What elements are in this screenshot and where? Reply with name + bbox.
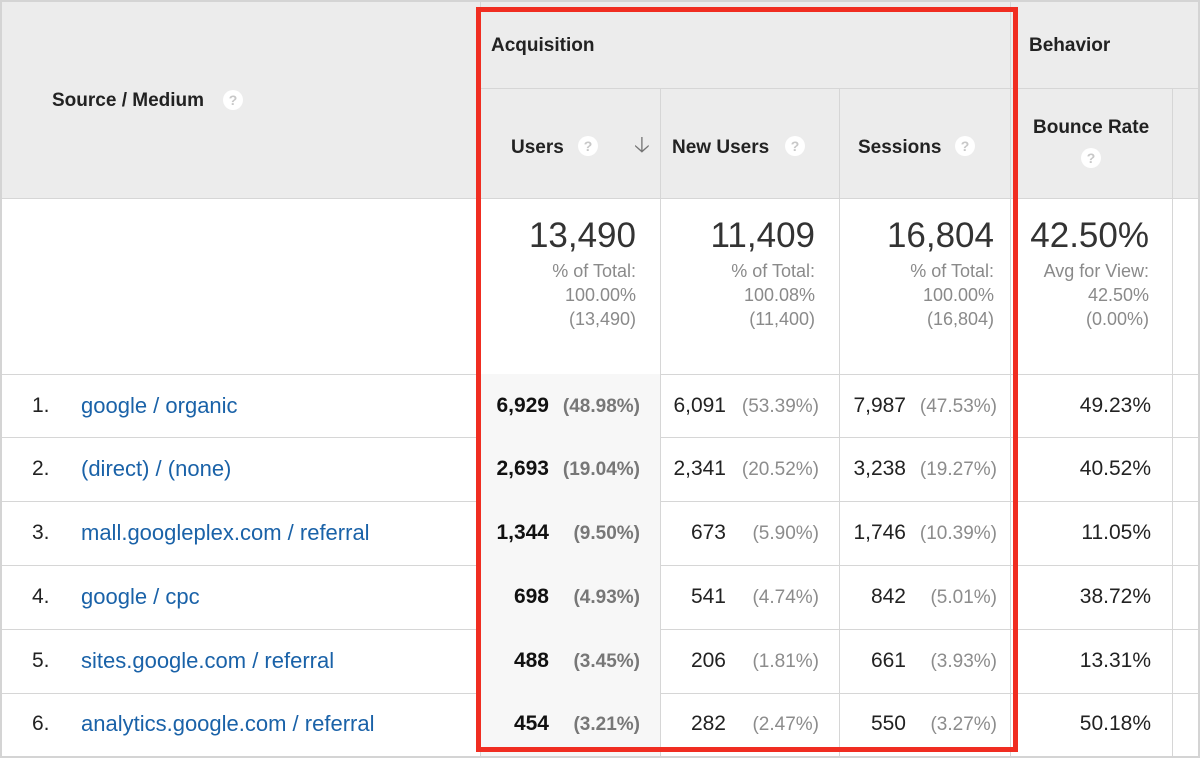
new-users-percent: (53.39%) xyxy=(741,396,819,417)
column-divider xyxy=(660,88,661,756)
users-column-shade xyxy=(480,374,660,756)
source-medium-link[interactable]: mall.googleplex.com / referral xyxy=(81,520,370,545)
totals-sessions-count: (16,804) xyxy=(926,309,994,329)
source-medium-link[interactable]: sites.google.com / referral xyxy=(81,648,335,673)
users-percent: (19.04%) xyxy=(562,459,640,480)
totals-new-users-count: (11,400) xyxy=(749,309,815,329)
source-medium-header[interactable]: Source / Medium xyxy=(52,90,205,111)
totals-new-users-label: % of Total: xyxy=(731,261,815,281)
new-users-value: 673 xyxy=(690,521,726,544)
sessions-column-header[interactable]: Sessions xyxy=(858,137,942,158)
header-bottom-border xyxy=(2,198,1198,199)
bounce-rate-value: 40.52% xyxy=(1079,457,1151,480)
row-number: 4. xyxy=(32,585,50,608)
row-number: 3. xyxy=(32,521,50,544)
sessions-percent: (19.27%) xyxy=(919,459,997,480)
totals-users-value: 13,490 xyxy=(528,216,636,255)
row-number: 2. xyxy=(32,457,50,480)
totals-bounce-rate-delta: (0.00%) xyxy=(1085,309,1149,329)
column-divider xyxy=(1010,2,1011,756)
totals-users-label: % of Total: xyxy=(552,261,636,281)
users-column-header[interactable]: Users xyxy=(511,137,564,158)
users-value: 454 xyxy=(513,712,549,735)
table-header-background xyxy=(2,2,1198,198)
new-users-value: 6,091 xyxy=(673,394,726,417)
users-value: 2,693 xyxy=(496,457,549,480)
new-users-value: 282 xyxy=(690,712,726,735)
help-icon[interactable]: ? xyxy=(1081,148,1101,168)
bounce-rate-column-header[interactable]: Bounce Rate xyxy=(1033,117,1150,138)
users-value: 6,929 xyxy=(496,394,549,417)
users-percent: (9.50%) xyxy=(573,523,640,544)
source-medium-link[interactable]: google / cpc xyxy=(81,584,200,609)
sessions-value: 1,746 xyxy=(853,521,906,544)
row-number: 5. xyxy=(32,649,50,672)
help-icon[interactable]: ? xyxy=(578,136,598,156)
bounce-rate-value: 50.18% xyxy=(1079,712,1151,735)
totals-bounce-rate-percent: 42.50% xyxy=(1087,285,1149,305)
header-divider xyxy=(480,88,1198,89)
new-users-percent: (1.81%) xyxy=(752,651,819,672)
sort-descending-icon[interactable]: 🡣 xyxy=(634,132,650,157)
help-icon[interactable]: ? xyxy=(223,90,243,110)
source-medium-link[interactable]: analytics.google.com / referral xyxy=(81,711,375,736)
sessions-percent: (10.39%) xyxy=(919,523,997,544)
sessions-value: 550 xyxy=(870,712,906,735)
new-users-value: 541 xyxy=(690,585,726,608)
users-percent: (4.93%) xyxy=(573,587,640,608)
totals-bounce-rate-value: 42.50% xyxy=(1030,216,1149,255)
source-medium-link[interactable]: (direct) / (none) xyxy=(81,456,232,481)
totals-bounce-rate-label: Avg for View: xyxy=(1043,261,1149,281)
new-users-percent: (5.90%) xyxy=(752,523,819,544)
sessions-value: 7,987 xyxy=(853,394,906,417)
bounce-rate-value: 13.31% xyxy=(1079,649,1151,672)
sessions-percent: (3.27%) xyxy=(930,714,997,735)
sessions-value: 842 xyxy=(870,585,906,608)
users-percent: (3.21%) xyxy=(573,714,640,735)
column-divider xyxy=(839,88,840,756)
source-medium-link[interactable]: google / organic xyxy=(81,393,238,418)
totals-new-users-value: 11,409 xyxy=(710,216,815,255)
new-users-value: 2,341 xyxy=(673,457,726,480)
totals-sessions-label: % of Total: xyxy=(910,261,994,281)
totals-new-users-percent: 100.08% xyxy=(743,285,815,305)
bounce-rate-value: 11.05% xyxy=(1081,521,1151,544)
bounce-rate-value: 49.23% xyxy=(1079,394,1151,417)
users-value: 1,344 xyxy=(496,521,549,544)
row-number: 1. xyxy=(32,394,50,417)
sessions-value: 661 xyxy=(870,649,906,672)
sessions-percent: (5.01%) xyxy=(930,587,997,608)
column-divider xyxy=(1172,88,1173,756)
users-value: 698 xyxy=(513,585,549,608)
totals-users-count: (13,490) xyxy=(568,309,636,329)
help-icon[interactable]: ? xyxy=(785,136,805,156)
totals-sessions-percent: 100.00% xyxy=(922,285,994,305)
totals-sessions-value: 16,804 xyxy=(886,216,994,255)
row-number: 6. xyxy=(32,712,50,735)
new-users-percent: (20.52%) xyxy=(741,459,819,480)
users-percent: (48.98%) xyxy=(562,396,640,417)
sessions-percent: (47.53%) xyxy=(919,396,997,417)
bounce-rate-value: 38.72% xyxy=(1079,585,1151,608)
behavior-group-header: Behavior xyxy=(1029,35,1111,56)
acquisition-group-header: Acquisition xyxy=(491,35,595,56)
column-divider xyxy=(480,2,481,756)
new-users-value: 206 xyxy=(690,649,726,672)
help-icon[interactable]: ? xyxy=(955,136,975,156)
new-users-percent: (4.74%) xyxy=(752,587,819,608)
totals-users-percent: 100.00% xyxy=(564,285,636,305)
users-value: 488 xyxy=(513,649,549,672)
sessions-percent: (3.93%) xyxy=(930,651,997,672)
new-users-column-header[interactable]: New Users xyxy=(672,137,770,158)
sessions-value: 3,238 xyxy=(853,457,906,480)
users-percent: (3.45%) xyxy=(573,651,640,672)
new-users-percent: (2.47%) xyxy=(752,714,819,735)
